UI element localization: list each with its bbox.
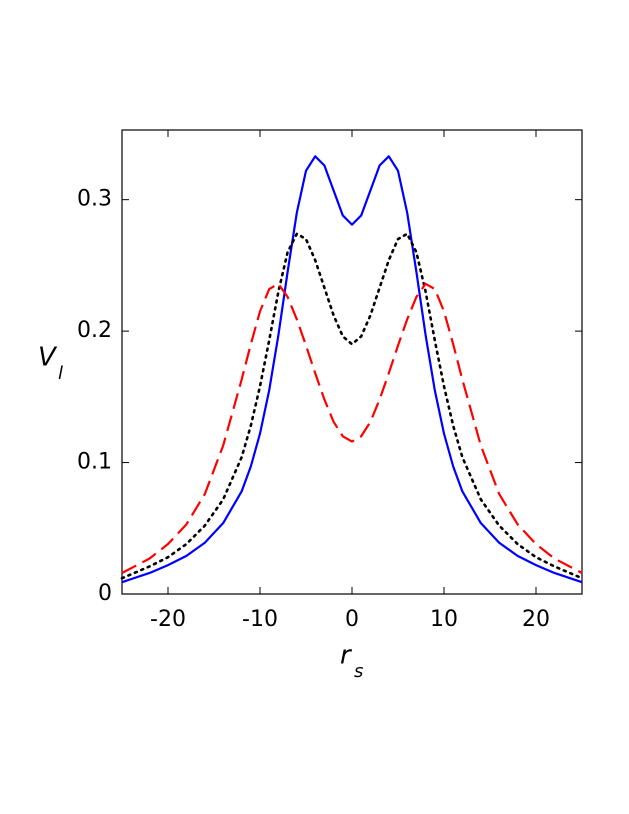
series-line [121, 155, 583, 584]
x-tick-label: -20 [150, 607, 186, 632]
x-tick-label: 20 [522, 607, 550, 632]
y-axis-label: V [38, 343, 58, 373]
x-tick-label: -10 [242, 607, 278, 632]
y-tick-label: 0 [98, 581, 112, 606]
y-axis-label-sub: l [58, 363, 63, 384]
x-tick-label: 0 [345, 607, 359, 632]
x-tick-label: 10 [430, 607, 458, 632]
x-axis-label: r [340, 641, 353, 671]
y-tick-label: 0.3 [77, 187, 112, 212]
x-axis-label-sub: s [354, 661, 363, 682]
series-line [120, 232, 584, 580]
y-tick-label: 0.2 [77, 318, 112, 343]
series-line [121, 282, 583, 574]
y-tick-label: 0.1 [77, 450, 112, 475]
